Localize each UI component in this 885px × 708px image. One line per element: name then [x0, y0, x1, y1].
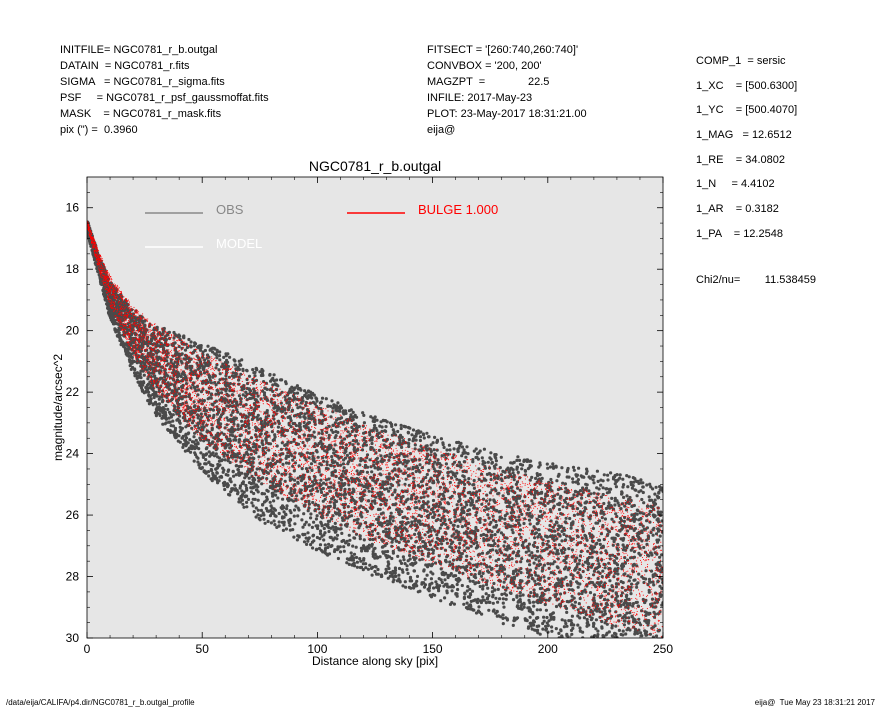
chart-title: NGC0781_r_b.outgal	[308, 158, 442, 174]
col2-line: MAGZPT = 22.5	[427, 76, 550, 88]
x-tick-label: 0	[84, 642, 91, 656]
x-tick-label: 250	[653, 642, 673, 656]
x-tick-label: 150	[423, 642, 443, 656]
header-column-left: INITFILE= NGC0781_r_b.outgal DATAIN = NGC…	[60, 42, 269, 138]
fit-parameters: COMP_1 = sersic 1_XC = [500.6300] 1_YC = […	[696, 49, 797, 247]
y-tick-label: 30	[66, 631, 80, 645]
col1-line: DATAIN = NGC0781_r.fits	[60, 60, 190, 72]
legend-label: OBS	[216, 202, 244, 217]
col1-line: MASK = NGC0781_r_mask.fits	[60, 108, 222, 120]
params-line: 1_N = 4.4102	[696, 178, 775, 191]
col2-line: eija@	[427, 124, 456, 136]
obs-points	[87, 220, 663, 638]
col2-line: CONVBOX = '200, 200'	[427, 60, 542, 72]
params-line: 1_AR = 0.3182	[696, 203, 779, 216]
footer-path: /data/eija/CALIFA/p4.dir/NGC0781_r_b.out…	[6, 698, 195, 707]
header-column-middle: FITSECT = '[260:740,260:740]' CONVBOX = '…	[427, 42, 587, 138]
x-axis-label: Distance along sky [pix]	[312, 654, 438, 668]
params-line: 1_PA = 12.2548	[696, 227, 783, 240]
params-line: COMP_1 = sersic	[696, 55, 786, 67]
legend-label: BULGE 1.000	[418, 202, 498, 217]
legend-label: MODEL	[216, 236, 262, 251]
col2-line: PLOT: 23-May-2017 18:31:21.00	[427, 108, 587, 120]
col1-line: pix (") = 0.3960	[60, 124, 138, 136]
x-tick-label: 200	[538, 642, 558, 656]
y-tick-label: 22	[66, 385, 80, 399]
y-tick-label: 24	[66, 447, 80, 461]
col1-line: INITFILE= NGC0781_r_b.outgal	[60, 44, 218, 56]
y-tick-label: 16	[66, 201, 80, 215]
y-tick-label: 26	[66, 508, 80, 522]
x-tick-label: 100	[307, 642, 327, 656]
chi2-value: Chi2/nu= 11.538459	[696, 274, 816, 286]
y-axis-label: magnitude/arcsec^2	[51, 354, 65, 461]
y-tick-label: 28	[66, 570, 80, 584]
y-tick-label: 18	[66, 262, 80, 276]
footer-stamp: eija@ Tue May 23 18:31:21 2017	[754, 698, 875, 707]
y-tick-label: 20	[66, 324, 80, 338]
col1-line: SIGMA = NGC0781_r_sigma.fits	[60, 76, 225, 88]
col2-line: FITSECT = '[260:740,260:740]'	[427, 44, 579, 56]
col2-line: INFILE: 2017-May-23	[427, 92, 533, 104]
params-line: 1_YC = [500.4070]	[696, 104, 798, 117]
col1-line: PSF = NGC0781_r_psf_gaussmoffat.fits	[60, 92, 269, 104]
params-line: 1_RE = 34.0802	[696, 153, 785, 166]
params-line: 1_MAG = 12.6512	[696, 129, 792, 142]
bulge-points	[87, 220, 663, 638]
x-tick-label: 50	[196, 642, 210, 656]
params-line: 1_XC = [500.6300]	[696, 79, 798, 92]
